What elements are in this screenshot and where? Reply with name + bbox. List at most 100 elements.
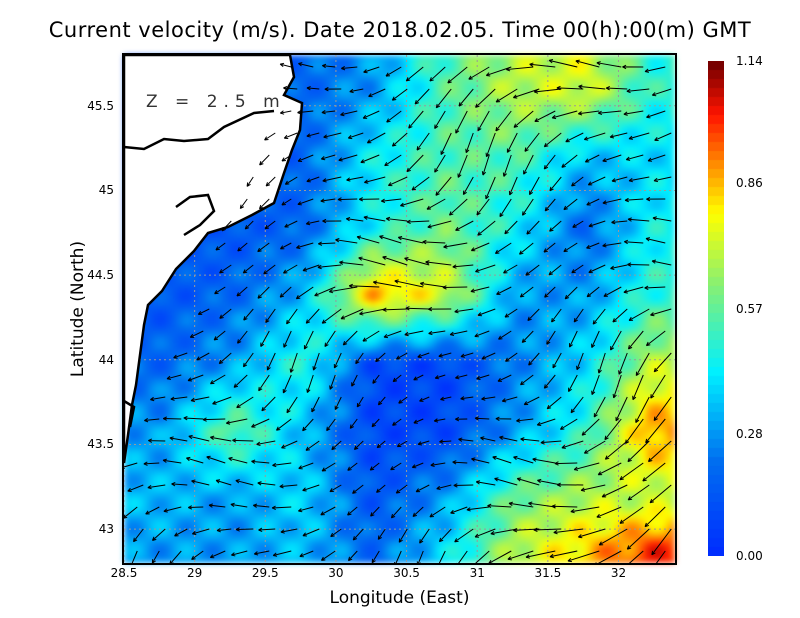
velocity-arrow (435, 88, 452, 109)
velocity-arrow (584, 154, 600, 163)
velocity-arrow (322, 176, 342, 183)
velocity-arrow (580, 484, 606, 492)
velocity-arrow (554, 461, 578, 466)
y-tick-label: 43 (98, 522, 114, 537)
velocity-arrow (390, 462, 402, 471)
velocity-arrow (244, 220, 254, 230)
velocity-arrow (507, 550, 534, 561)
velocity-arrow (623, 110, 644, 116)
velocity-arrow (468, 66, 490, 80)
velocity-arrow (575, 59, 600, 68)
velocity-arrow (272, 550, 292, 557)
velocity-arrow (652, 216, 672, 222)
velocity-arrow (258, 198, 270, 210)
velocity-arrow (206, 455, 226, 464)
velocity-arrow (187, 505, 204, 510)
velocity-arrow (568, 374, 578, 393)
velocity-arrow (347, 462, 358, 471)
velocity-arrow (305, 220, 320, 226)
velocity-arrow (571, 176, 584, 187)
velocity-arrow (363, 215, 386, 222)
velocity-arrow (645, 237, 666, 244)
velocity-arrow (475, 264, 496, 273)
velocity-arrow (306, 374, 314, 393)
velocity-arrow (235, 527, 254, 532)
y-axis-label: Latitude (North) (68, 240, 88, 378)
velocity-arrow (506, 132, 518, 153)
depth-label: Z = 2.5 m (146, 92, 286, 112)
velocity-arrow (628, 308, 650, 321)
velocity-arrow (237, 330, 248, 344)
velocity-arrow (391, 88, 408, 101)
velocity-arrow (280, 528, 298, 534)
velocity-arrow (426, 198, 446, 210)
velocity-arrow (351, 374, 358, 387)
velocity-arrow (404, 257, 430, 266)
velocity-arrow (477, 308, 496, 317)
velocity-arrow (320, 154, 336, 161)
velocity-arrow (305, 440, 320, 451)
velocity-arrow (578, 84, 606, 90)
plot-frame (122, 53, 677, 565)
x-axis-label: Longitude (East) (329, 588, 470, 608)
velocity-arrow (390, 506, 402, 519)
velocity-arrow (340, 308, 364, 320)
velocity-arrow (170, 396, 188, 401)
velocity-arrow (302, 264, 320, 272)
velocity-arrow (228, 456, 248, 464)
velocity-arrow (653, 352, 672, 373)
velocity-arrow (526, 220, 540, 235)
velocity-arrow (171, 481, 188, 487)
coast-detail (124, 109, 275, 428)
velocity-arrow (279, 110, 292, 115)
velocity-arrow (383, 330, 402, 339)
velocity-arrow (213, 330, 226, 341)
velocity-arrow (233, 374, 248, 388)
velocity-arrow (604, 440, 628, 460)
velocity-arrow (352, 528, 364, 541)
velocity-arrow (312, 352, 320, 371)
velocity-arrow (481, 352, 496, 360)
velocity-arrow (299, 550, 314, 558)
velocity-arrow (257, 242, 270, 253)
velocity-arrow (394, 550, 402, 563)
velocity-arrow (422, 239, 446, 245)
velocity-arrow (623, 239, 644, 245)
velocity-arrow (626, 528, 650, 550)
velocity-arrow (495, 416, 512, 421)
velocity-arrow (236, 396, 254, 409)
velocity-arrow (573, 462, 600, 471)
velocity-arrow (494, 477, 518, 486)
velocity-arrow (297, 110, 314, 115)
velocity-arrow (272, 462, 292, 468)
velocity-arrow (347, 132, 364, 140)
x-tick-label: 29 (187, 566, 203, 580)
velocity-arrow (474, 416, 490, 421)
velocity-arrow (246, 176, 254, 187)
velocity-arrow (279, 62, 292, 68)
velocity-arrow (413, 418, 424, 424)
velocity-arrow (148, 438, 166, 443)
velocity-arrow (644, 285, 666, 290)
velocity-arrow (212, 396, 232, 405)
velocity-arrow (363, 66, 380, 74)
velocity-arrow (321, 109, 336, 115)
velocity-arrow (371, 550, 380, 563)
velocity-arrow (644, 66, 666, 73)
velocity-arrow (623, 286, 644, 294)
velocity-arrow (549, 220, 562, 232)
velocity-arrow (384, 154, 402, 167)
velocity-arrow (215, 242, 226, 251)
velocity-arrow (352, 484, 364, 494)
colorbar (708, 61, 724, 556)
velocity-arrow (183, 415, 204, 421)
x-tick-label: 31.5 (534, 566, 562, 580)
velocity-arrow (577, 110, 600, 116)
velocity-arrow (162, 416, 182, 421)
velocity-arrow (382, 307, 408, 312)
velocity-arrow (355, 352, 364, 365)
velocity-arrow (647, 154, 666, 162)
velocity-arrow (556, 482, 584, 487)
velocity-arrow (523, 396, 540, 406)
velocity-arrow (412, 506, 424, 517)
